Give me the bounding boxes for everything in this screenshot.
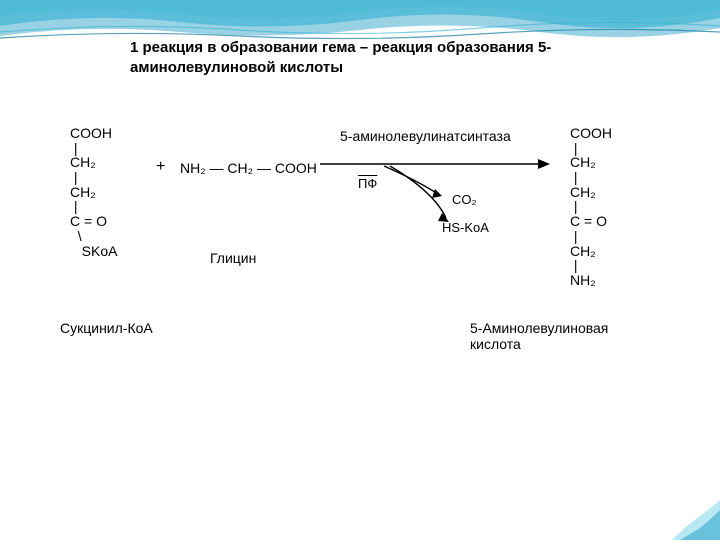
reaction-diagram: COOH | CH₂ | CH₂ | C = O \ SKoA + NH₂ — …	[60, 120, 660, 400]
ala-structure: COOH | CH₂ | CH₂ | C = O | CH₂ | NH₂	[570, 126, 612, 288]
co2-label: CO₂	[452, 192, 477, 207]
corner-accent	[672, 492, 720, 540]
plus-sign: +	[156, 158, 165, 176]
cofactor-label: ПФ	[358, 176, 377, 191]
enzyme-label: 5-аминолевулинатсинтаза	[340, 128, 511, 144]
succinyl-coa-name: Сукцинил-КоА	[60, 320, 153, 336]
hskoa-label: HS-KoA	[442, 220, 489, 235]
succinyl-coa-structure: COOH | CH₂ | CH₂ | C = O \ SKoA	[70, 126, 117, 258]
glycine-formula: NH₂ — CH₂ — COOH	[180, 160, 317, 176]
page-title: 1 реакция в образовании гема – реакция о…	[130, 38, 590, 77]
ala-name: 5-Аминолевулиновая кислота	[470, 320, 660, 352]
glycine-name: Глицин	[210, 250, 256, 266]
